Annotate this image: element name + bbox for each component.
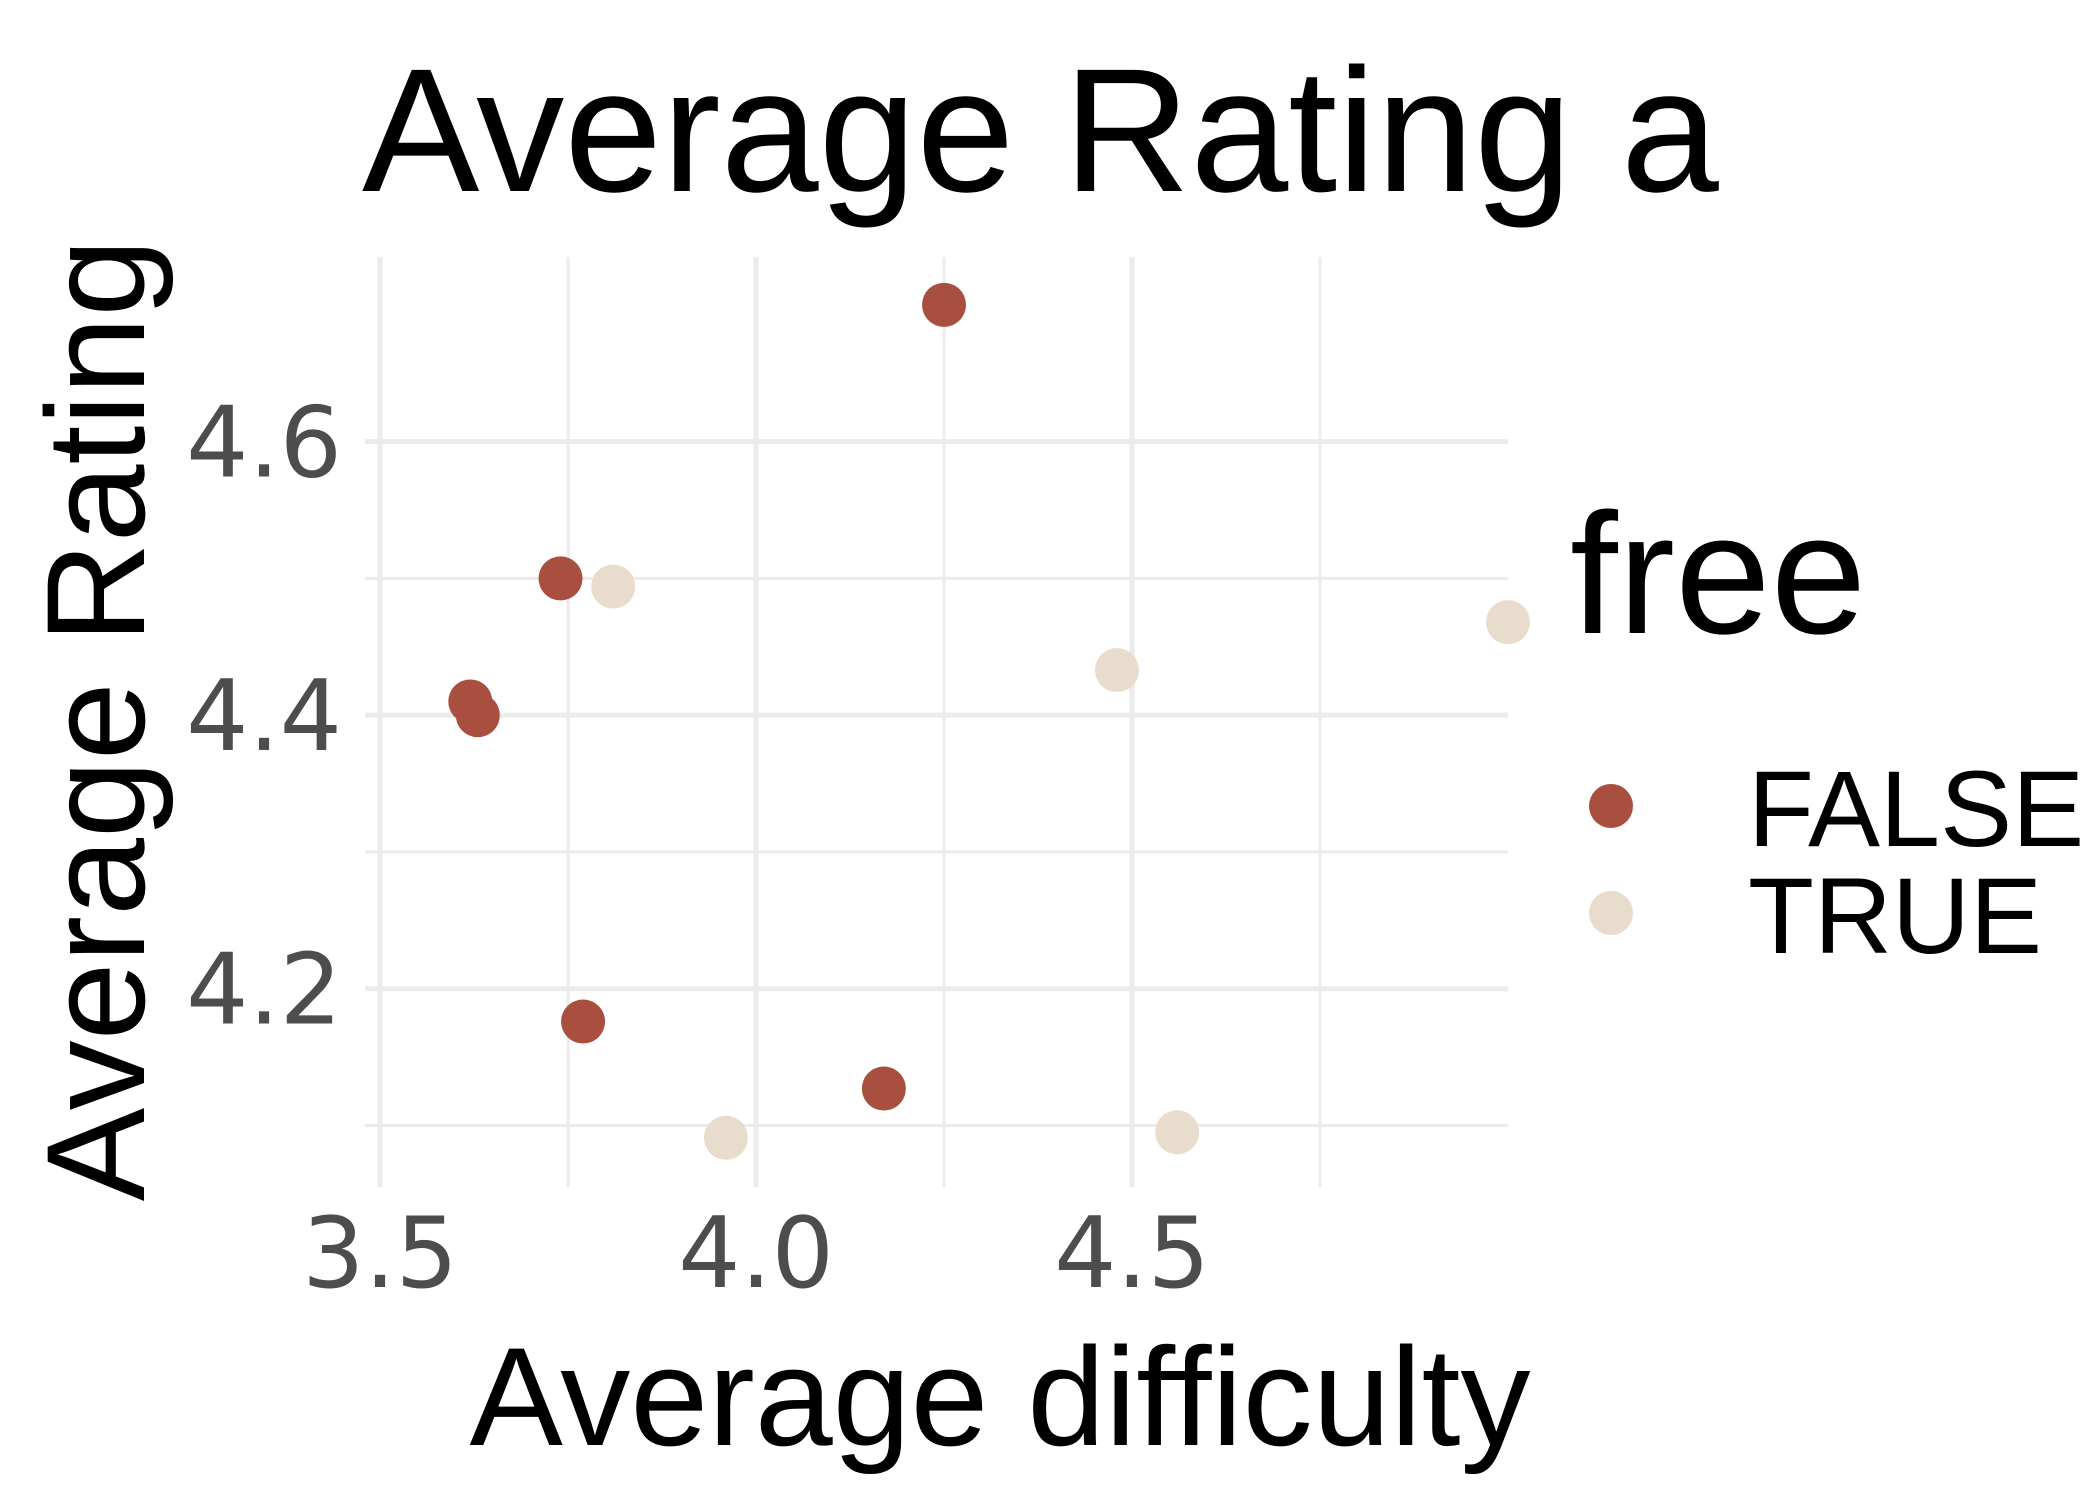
x-tick-label: 4.0 — [678, 1197, 834, 1311]
data-points — [448, 282, 1530, 1160]
y-tick-label: 4.6 — [186, 387, 342, 501]
y-axis-title: Average Rating — [17, 239, 174, 1202]
data-point-false — [538, 556, 583, 601]
y-tick-label: 4.2 — [186, 934, 342, 1048]
data-point-true — [703, 1115, 748, 1160]
legend-key-true — [1589, 891, 1633, 935]
x-tick-label: 3.5 — [302, 1197, 458, 1311]
legend-title: free — [1570, 478, 1866, 670]
plot-grid — [365, 257, 1508, 1187]
data-point-false — [861, 1066, 906, 1111]
x-tick-label: 4.5 — [1054, 1197, 1210, 1311]
legend-key-false — [1589, 784, 1633, 828]
legend-label-true: TRUE — [1748, 855, 2042, 976]
legend-label-false: FALSE — [1748, 748, 2084, 869]
x-axis-title: Average difficulty — [469, 1318, 1530, 1475]
data-point-false — [455, 693, 500, 738]
x-axis-ticks: 3.5 4.0 4.5 — [302, 1197, 1210, 1311]
data-point-false — [561, 999, 606, 1044]
data-point-true — [1486, 600, 1530, 645]
chart-title: Average Rating a — [362, 33, 1719, 229]
y-axis-ticks: 4.2 4.4 4.6 — [186, 387, 342, 1048]
data-point-true — [591, 564, 636, 609]
data-point-true — [1094, 648, 1139, 693]
data-point-true — [1155, 1110, 1200, 1155]
y-tick-label: 4.4 — [186, 660, 342, 774]
data-point-false — [922, 282, 967, 327]
